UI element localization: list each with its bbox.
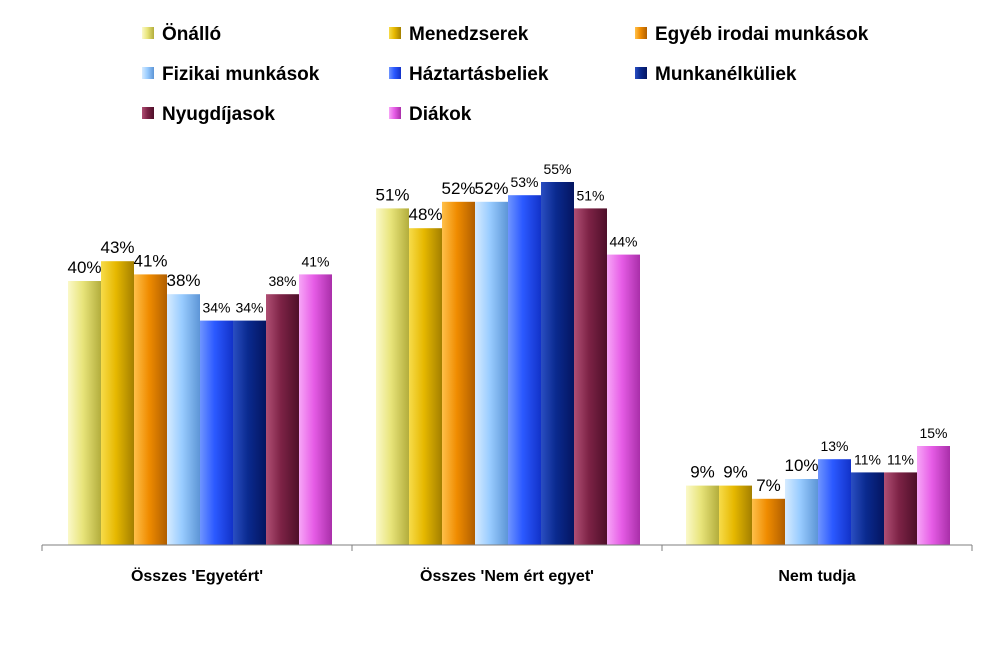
bar-nyugdijasok-osszes-egyetert bbox=[266, 294, 299, 545]
bar-group-osszes-egyetert bbox=[68, 261, 332, 545]
data-label-nyugdijasok-osszes-nem-ert-egyet: 51% bbox=[576, 187, 604, 203]
legend-swatch bbox=[142, 107, 154, 119]
legend-item-fizikai-munkasok: Fizikai munkások bbox=[142, 64, 320, 85]
bar-menedzserek-osszes-egyetert bbox=[101, 261, 134, 545]
data-label-haztartasbeliek-nem-tudja: 13% bbox=[820, 438, 848, 454]
data-label-menedzserek-osszes-egyetert: 43% bbox=[100, 238, 134, 257]
data-label-munkanelkuliek-osszes-nem-ert-egyet: 55% bbox=[543, 161, 571, 177]
bar-group-nem-tudja bbox=[686, 446, 950, 545]
legend-swatch bbox=[389, 27, 401, 39]
legend-swatch bbox=[635, 67, 647, 79]
bar-munkanelkuliek-nem-tudja bbox=[851, 472, 884, 545]
bar-group-osszes-nem-ert-egyet bbox=[376, 182, 640, 546]
legend-item-haztartasbeliek: Háztartásbeliek bbox=[389, 64, 549, 85]
bar-onallo-nem-tudja bbox=[686, 485, 719, 545]
legend-swatch bbox=[142, 67, 154, 79]
data-label-nyugdijasok-osszes-egyetert: 38% bbox=[268, 273, 296, 289]
data-label-menedzserek-osszes-nem-ert-egyet: 48% bbox=[408, 205, 442, 224]
bar-haztartasbeliek-nem-tudja bbox=[818, 459, 851, 545]
bar-fizikai-munkasok-osszes-nem-ert-egyet bbox=[475, 201, 508, 546]
legend-label: Fizikai munkások bbox=[162, 64, 320, 85]
legend-swatch bbox=[142, 27, 154, 39]
data-label-haztartasbeliek-osszes-egyetert: 34% bbox=[202, 300, 230, 316]
bar-menedzserek-osszes-nem-ert-egyet bbox=[409, 228, 442, 545]
bar-diakok-nem-tudja bbox=[917, 446, 950, 545]
legend-item-diakok: Diákok bbox=[389, 104, 472, 125]
bar-onallo-osszes-nem-ert-egyet bbox=[376, 208, 409, 545]
legend-label: Egyéb irodai munkások bbox=[655, 24, 869, 45]
legend-label: Munkanélküliek bbox=[655, 64, 797, 85]
bar-menedzserek-nem-tudja bbox=[719, 485, 752, 545]
bar-fizikai-munkasok-osszes-egyetert bbox=[167, 294, 200, 545]
bar-fizikai-munkasok-nem-tudja bbox=[785, 479, 818, 545]
data-label-onallo-osszes-egyetert: 40% bbox=[67, 258, 101, 277]
legend-label: Önálló bbox=[162, 24, 221, 45]
legend-swatch bbox=[389, 67, 401, 79]
legend-item-menedzserek: Menedzserek bbox=[389, 24, 529, 45]
bar-egyeb-irodai-munkasok-osszes-egyetert bbox=[134, 274, 167, 545]
x-axis: Összes 'Egyetért' Összes 'Nem ért egyet' N… bbox=[41, 544, 973, 585]
bar-diakok-osszes-egyetert bbox=[299, 274, 332, 545]
data-label-diakok-nem-tudja: 15% bbox=[919, 425, 947, 441]
data-label-egyeb-irodai-munkasok-osszes-nem-ert-egyet: 52% bbox=[441, 179, 475, 198]
chart-legend: Önálló Menedzserek Egyéb irodai munkások Fi… bbox=[142, 24, 869, 125]
legend-label: Diákok bbox=[409, 104, 472, 125]
data-label-menedzserek-nem-tudja: 9% bbox=[723, 463, 748, 482]
data-label-diakok-osszes-egyetert: 41% bbox=[301, 253, 329, 269]
x-tick-label-osszes-egyetert: Összes 'Egyetért' bbox=[131, 566, 263, 585]
data-label-fizikai-munkasok-osszes-nem-ert-egyet: 52% bbox=[474, 179, 508, 198]
bar-egyeb-irodai-munkasok-osszes-nem-ert-egyet bbox=[442, 201, 475, 546]
data-label-fizikai-munkasok-nem-tudja: 10% bbox=[784, 456, 818, 475]
bar-munkanelkuliek-osszes-nem-ert-egyet bbox=[541, 182, 574, 545]
data-label-fizikai-munkasok-osszes-egyetert: 38% bbox=[166, 271, 200, 290]
legend-item-egyeb-irodai-munkasok: Egyéb irodai munkások bbox=[635, 24, 869, 45]
legend-item-munkanelkuliek: Munkanélküliek bbox=[635, 64, 797, 85]
legend-item-onallo: Önálló bbox=[142, 24, 221, 45]
bar-munkanelkuliek-osszes-egyetert bbox=[233, 320, 266, 545]
data-label-egyeb-irodai-munkasok-nem-tudja: 7% bbox=[756, 476, 781, 495]
legend-item-nyugdijasok: Nyugdíjasok bbox=[142, 104, 275, 125]
bar-onallo-osszes-egyetert bbox=[68, 281, 101, 545]
legend-label: Nyugdíjasok bbox=[162, 104, 275, 125]
bar-series-group bbox=[68, 182, 950, 546]
legend-swatch bbox=[389, 107, 401, 119]
bar-nyugdijasok-nem-tudja bbox=[884, 472, 917, 545]
x-tick-label-osszes-nem-ert-egyet: Összes 'Nem ért egyet' bbox=[420, 566, 594, 585]
bar-diakok-osszes-nem-ert-egyet bbox=[607, 254, 640, 545]
legend-label: Menedzserek bbox=[409, 24, 529, 45]
data-label-haztartasbeliek-osszes-nem-ert-egyet: 53% bbox=[510, 174, 538, 190]
data-label-group: 40%43%41%38%34% 34%38%41%51%48%52%52% 53%5… bbox=[67, 161, 947, 495]
bar-nyugdijasok-osszes-nem-ert-egyet bbox=[574, 208, 607, 545]
bar-haztartasbeliek-osszes-egyetert bbox=[200, 320, 233, 545]
x-tick-label-nem-tudja: Nem tudja bbox=[778, 568, 855, 585]
legend-swatch bbox=[635, 27, 647, 39]
data-label-nyugdijasok-nem-tudja: 11% bbox=[887, 451, 914, 467]
legend-label: Háztartásbeliek bbox=[409, 64, 549, 85]
bar-haztartasbeliek-osszes-nem-ert-egyet bbox=[508, 195, 541, 545]
data-label-munkanelkuliek-nem-tudja: 11% bbox=[854, 451, 881, 467]
data-label-diakok-osszes-nem-ert-egyet: 44% bbox=[609, 234, 637, 250]
data-label-onallo-osszes-nem-ert-egyet: 51% bbox=[375, 185, 409, 204]
data-label-munkanelkuliek-osszes-egyetert: 34% bbox=[235, 300, 263, 316]
bar-egyeb-irodai-munkasok-nem-tudja bbox=[752, 498, 785, 545]
data-label-onallo-nem-tudja: 9% bbox=[690, 463, 715, 482]
data-label-egyeb-irodai-munkasok-osszes-egyetert: 41% bbox=[133, 251, 167, 270]
